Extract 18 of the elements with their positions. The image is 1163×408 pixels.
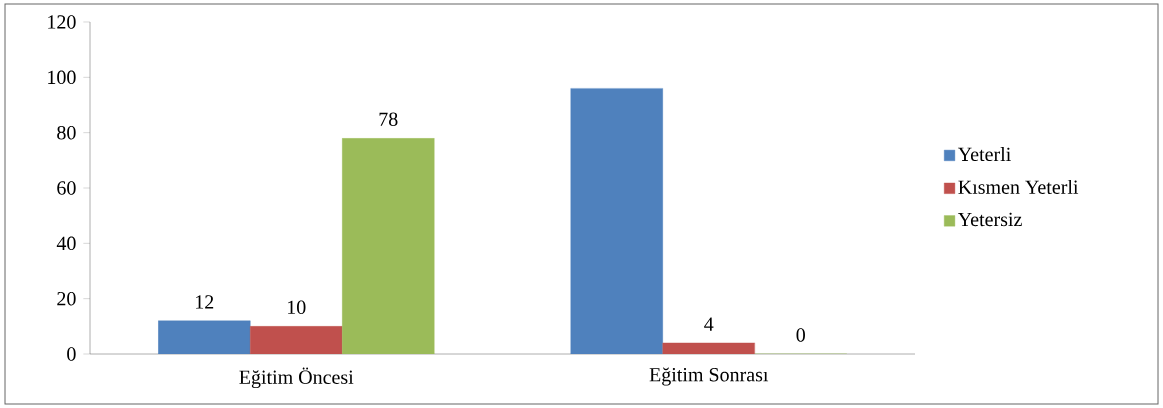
data-label: 10 [288,300,306,315]
y-tick-label: 120 [48,15,76,29]
data-label: 0 [796,328,805,342]
data-label: 78 [379,112,398,126]
legend-label: Yeterli [957,147,1011,162]
x-tick-label: Eğitim Sonrası [649,367,769,386]
y-tick-label: 80 [57,125,76,140]
x-tick-label: Eğitim Öncesi [239,367,354,389]
y-tick-label: 0 [67,347,76,361]
y-tick-label: 60 [57,181,76,195]
bar [342,138,435,354]
y-tick-label: 20 [57,291,76,306]
legend-label: Yetersiz [957,212,1022,227]
legend-label: Kısmen Yeterli [958,179,1079,194]
data-label: 12 [196,295,214,309]
y-tick-label: 40 [56,236,76,251]
y-tick-label: 100 [48,70,76,85]
data-label: 4 [704,317,714,331]
